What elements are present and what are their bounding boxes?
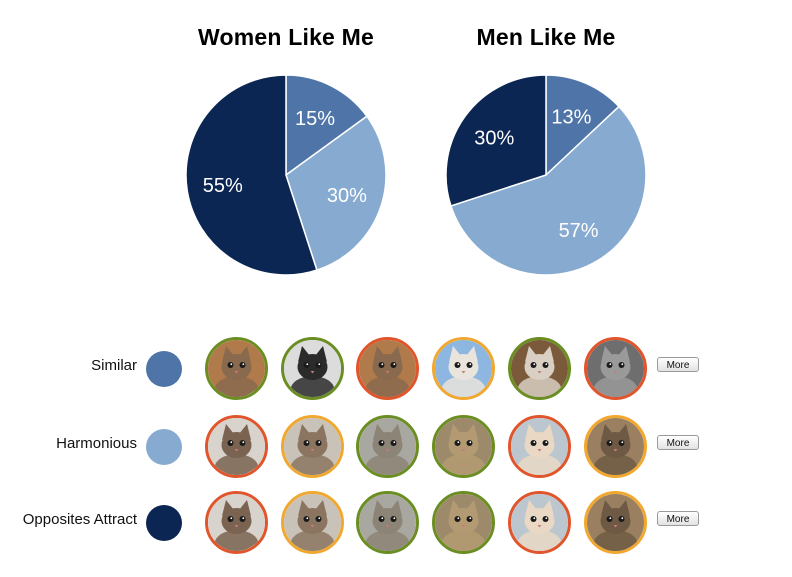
legend-row-harmonious: Harmonious (0, 412, 792, 482)
kitten-photo-icon[interactable] (281, 415, 344, 478)
kitten-photo-icon[interactable] (205, 415, 268, 478)
kitten-photo-icon[interactable] (356, 491, 419, 554)
pie-title-men: Men Like Me (476, 24, 616, 50)
pie-svg-men: 13% 57% 30% (445, 75, 647, 276)
kitten-photo-icon[interactable] (584, 415, 647, 478)
pie-slice-similar (285, 75, 368, 177)
pie-slice-harmonious (285, 115, 387, 272)
pie-title-women: Women Like Me (198, 24, 374, 50)
kitten-photo-icon[interactable] (281, 337, 344, 400)
pie-slice-opposites-attract (185, 75, 318, 276)
kitten-photo-icon[interactable] (432, 415, 495, 478)
legend-label: Similar (91, 357, 137, 374)
kitten-photo-icon[interactable] (356, 337, 419, 400)
kitten-photo-icon[interactable] (205, 491, 268, 554)
pie-chart-women: Women Like Me 15% 30% 55% (176, 20, 396, 290)
pie-label-opposites-attract: 30% (474, 127, 514, 149)
kitten-photo-icon[interactable] (205, 337, 268, 400)
more-button-opposites-attract[interactable]: More (657, 511, 699, 526)
pie-svg-women: 15% 30% 55% (185, 75, 387, 276)
pie-label-similar: 13% (551, 106, 591, 128)
pie-label-similar: 15% (295, 108, 335, 130)
pie-slice-similar (545, 75, 620, 177)
kitten-photo-icon[interactable] (508, 415, 571, 478)
legend-label: Opposites Attract (22, 511, 137, 528)
legend-dot-harmonious (146, 429, 182, 465)
more-button-similar[interactable]: More (657, 357, 699, 372)
kitten-photo-icon[interactable] (508, 491, 571, 554)
kitten-photo-icon[interactable] (432, 337, 495, 400)
pie-slice-harmonious (449, 105, 647, 276)
legend-dot-opposites-attract (146, 505, 182, 541)
kitten-photo-icon[interactable] (584, 337, 647, 400)
kitten-photo-icon[interactable] (584, 491, 647, 554)
pie-label-harmonious: 30% (327, 185, 367, 207)
pie-label-opposites-attract: 55% (203, 175, 243, 197)
legend-label: Harmonious (56, 435, 137, 452)
legend-row-opposites-attract: Opposites Attract (0, 488, 792, 558)
kitten-photo-icon[interactable] (281, 491, 344, 554)
more-button-harmonious[interactable]: More (657, 435, 699, 450)
pie-slice-opposites-attract (445, 75, 547, 207)
kitten-photo-icon[interactable] (508, 337, 571, 400)
pie-label-harmonious: 57% (559, 220, 599, 242)
legend-row-similar: Similar (0, 334, 792, 404)
kitten-photo-icon[interactable] (432, 491, 495, 554)
kitten-photo-icon[interactable] (356, 415, 419, 478)
pie-chart-men: Men Like Me 13% 57% 30% (436, 20, 656, 290)
legend-dot-similar (146, 351, 182, 387)
